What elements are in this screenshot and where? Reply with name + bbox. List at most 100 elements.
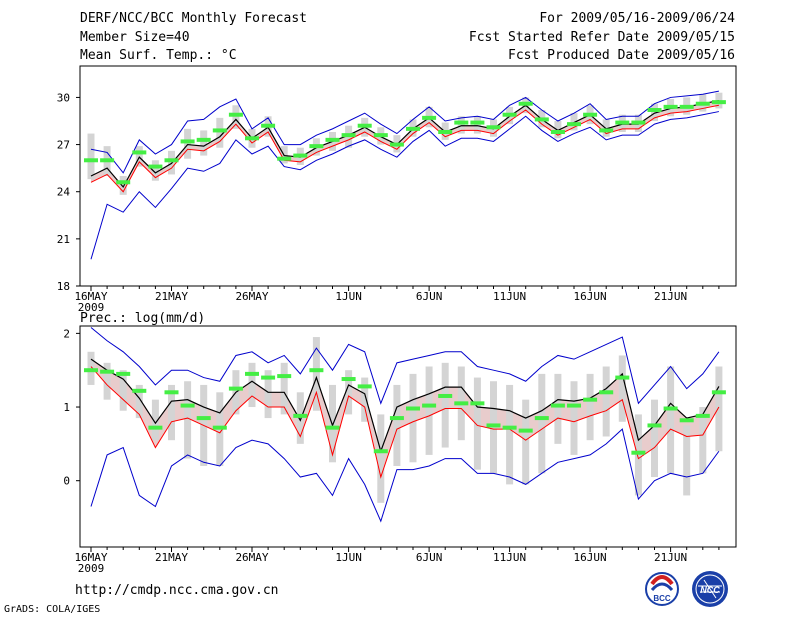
temp-line-min [90, 111, 719, 260]
precipitation-subtitle: Prec.: log(mm/d) [80, 311, 206, 326]
ncc-logo: NCC [692, 571, 728, 607]
prec-box-12JUN [522, 399, 530, 485]
prec-xtick-label-11JUN: 11JUN [493, 551, 526, 564]
temp-reference-20JUN [647, 108, 662, 112]
prec-ytick-label-0: 0 [63, 475, 70, 488]
prec-box-30MAY [312, 337, 320, 411]
started-refer-date: Fcst Started Refer Date 2009/05/15 [468, 30, 735, 45]
prec-box-6JUN [425, 366, 433, 455]
temp-reference-24MAY [212, 128, 227, 133]
temp-reference-13JUN [534, 117, 549, 122]
temp-box-15JUN [570, 113, 578, 131]
temp-reference-21JUN [663, 104, 678, 109]
prec-reference-31MAY [325, 425, 340, 430]
temp-reference-18MAY [116, 180, 131, 185]
temp-reference-29MAY [293, 153, 308, 158]
temp-reference-2JUN [357, 123, 372, 128]
temp-xtick-label-11JUN: 11JUN [493, 290, 526, 303]
prec-box-2JUN [361, 377, 369, 422]
temp-ytick-label-30: 30 [57, 91, 70, 104]
prec-box-16JUN [586, 373, 594, 441]
temp-reference-11JUN [502, 112, 517, 117]
prec-xtick-label-16MAY: 16MAY [74, 551, 107, 564]
prec-reference-6JUN [422, 403, 437, 408]
prec-box-23JUN [699, 407, 707, 474]
temp-plot-frame [79, 65, 737, 287]
prec-reference-7JUN [438, 393, 453, 398]
prec-reference-19JUN [631, 450, 646, 455]
prec-ytick-label-1: 1 [63, 401, 70, 414]
chart-title: DERF/NCC/BCC Monthly Forecast [80, 11, 307, 26]
prec-line-max [90, 327, 720, 405]
prec-box-22MAY [184, 381, 192, 459]
temp-reference-20MAY [148, 164, 163, 169]
temp-line-max [90, 90, 719, 174]
temp-reference-14JUN [550, 130, 565, 134]
prec-reference-1JUN [341, 377, 356, 382]
prec-reference-28MAY [277, 374, 292, 379]
temp-reference-21MAY [164, 158, 179, 163]
prec-box-5JUN [409, 373, 417, 463]
prec-box-28MAY [280, 362, 288, 415]
prec-xtick-label-16JUN: 16JUN [574, 551, 607, 564]
ncc-logo-text: NCC [700, 585, 720, 595]
prec-reference-24MAY [212, 425, 227, 430]
prec-reference-11JUN [502, 425, 517, 430]
temp-box-9JUN [473, 116, 481, 134]
temp-ytick-label-21: 21 [57, 233, 70, 246]
temp-reference-8JUN [454, 120, 469, 125]
prec-reference-16JUN [583, 397, 598, 402]
prec-reference-10JUN [486, 423, 501, 428]
prec-box-14JUN [554, 373, 562, 444]
prec-reference-22JUN [679, 418, 694, 423]
temp-reference-17MAY [100, 158, 115, 163]
prec-box-17JUN [602, 366, 610, 437]
prec-line-median [90, 366, 720, 479]
prec-box-18MAY [119, 370, 127, 411]
prec-box-17MAY [103, 362, 111, 400]
prec-reference-27MAY [261, 375, 276, 380]
prec-box-19JUN [634, 414, 642, 496]
prec-box-11JUN [506, 384, 514, 485]
prec-reference-21JUN [663, 406, 678, 411]
bcc-logo-text: BCC [653, 594, 671, 603]
prec-line-ensemble_mean [90, 358, 720, 454]
temp-reference-7JUN [438, 130, 453, 134]
temp-box-22MAY [184, 128, 192, 159]
prec-xtick-label-21MAY: 21MAY [155, 551, 188, 564]
temp-line-median [90, 104, 719, 193]
prec-box-1JUN [345, 370, 353, 415]
temp-box-23MAY [200, 130, 208, 156]
prec-reference-29MAY [293, 413, 308, 418]
temp-reference-17JUN [599, 128, 614, 133]
source-url: http://cmdp.ncc.cma.gov.cn [75, 583, 279, 598]
temp-reference-27MAY [261, 123, 276, 128]
temp-reference-16JUN [583, 112, 598, 117]
prec-box-9JUN [473, 377, 481, 470]
prec-ytick-label-2: 2 [63, 327, 70, 340]
temp-reference-23JUN [695, 101, 710, 106]
temp-reference-22MAY [180, 139, 195, 144]
produced-date: Fcst Produced Date 2009/05/16 [508, 48, 735, 63]
prec-box-24JUN [715, 366, 723, 452]
temp-xtick-label-16JUN: 16JUN [574, 290, 607, 303]
prec-box-13JUN [538, 373, 546, 474]
prec-reference-25MAY [228, 386, 243, 391]
temp-reference-18JUN [615, 120, 630, 125]
prec-reference-19MAY [132, 388, 147, 393]
prec-reference-17MAY [100, 369, 115, 374]
temp-reference-6JUN [422, 115, 437, 120]
temp-box-14JUN [554, 121, 562, 139]
temp-reference-15JUN [567, 122, 581, 127]
temp-reference-22JUN [679, 104, 694, 109]
temp-xtick-label-21MAY: 21MAY [155, 290, 188, 303]
temp-reference-1JUN [341, 133, 356, 138]
prec-xtick-label-26MAY: 26MAY [235, 551, 268, 564]
grads-credit: GrADS: COLA/IGES [4, 604, 101, 615]
prec-reference-5JUN [406, 406, 420, 411]
temp-box-20MAY [151, 160, 159, 181]
temp-ytick-label-18: 18 [57, 280, 70, 293]
prec-reference-17JUN [599, 390, 614, 395]
prec-year-label: 2009 [78, 562, 105, 575]
